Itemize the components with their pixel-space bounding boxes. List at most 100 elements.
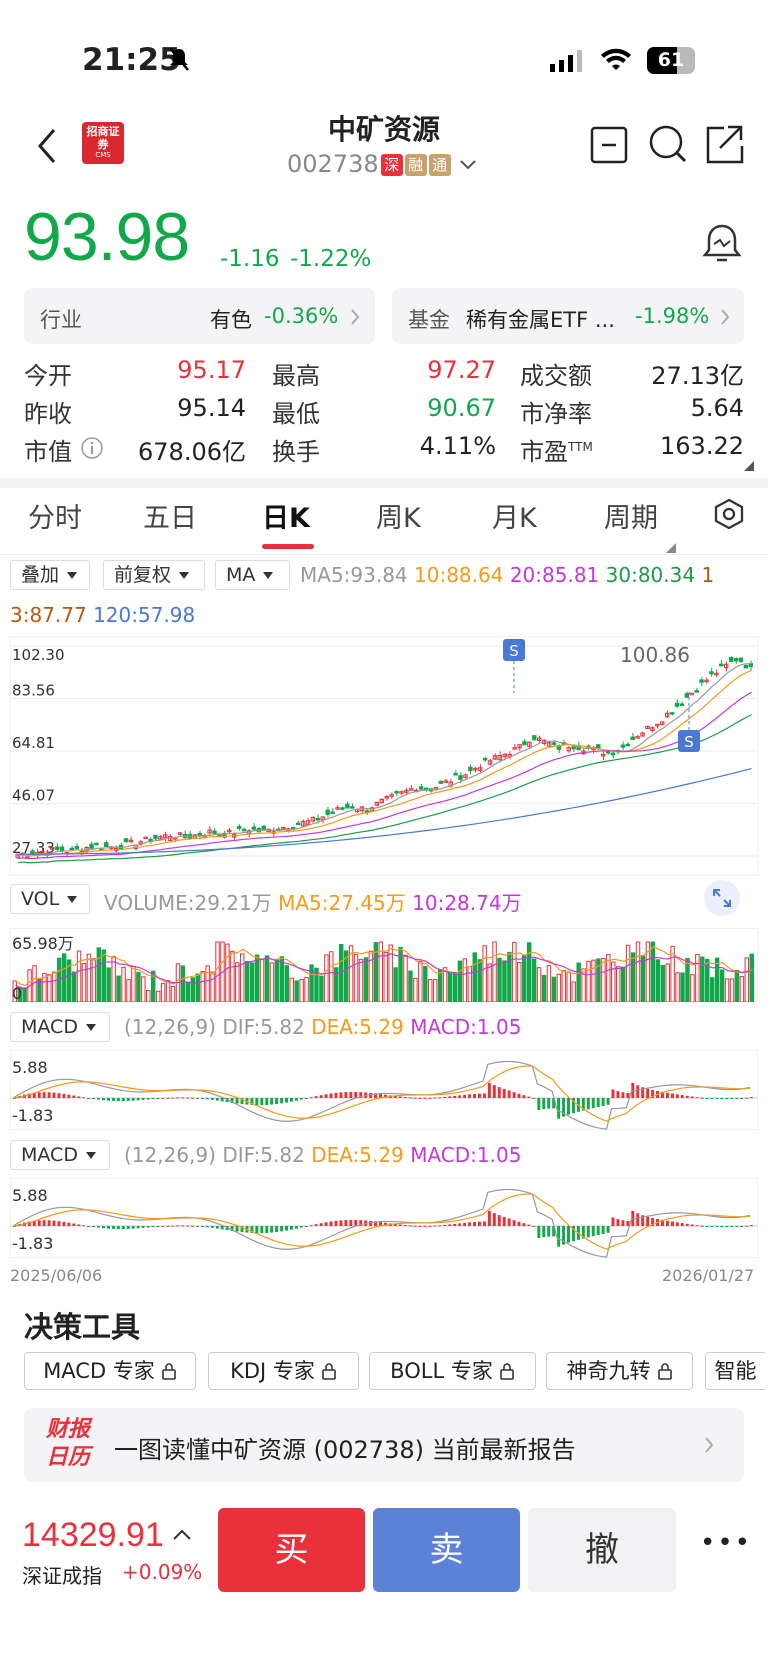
tool-chip[interactable]: 神奇九转 [546,1352,693,1390]
macd-bar [176,1097,180,1099]
macd-bar [685,1095,689,1098]
buy-button[interactable]: 买 [218,1508,365,1592]
macd-bar [547,1226,551,1237]
macd-bar [517,1221,521,1226]
index-value[interactable]: 14329.91 [22,1516,164,1554]
battery-icon: 61 [647,47,695,74]
macd-bar [166,1225,170,1227]
macd-bar [67,1094,71,1098]
macd-bar [487,1210,491,1226]
macd-bar [453,1223,457,1226]
dea-line [12,1193,751,1250]
ma5-line [18,663,752,855]
macd-bar [384,1222,387,1226]
dif-line [12,1060,751,1130]
minus-box-icon[interactable] [590,126,628,168]
macd-bar [37,1220,41,1226]
stat-label: 成交额 [520,362,592,390]
settings-hex-icon[interactable] [714,498,744,534]
macd-bar [205,1226,209,1228]
macd-bar [468,1094,472,1098]
volume-chart[interactable] [10,928,758,1002]
tool-chip[interactable]: BOLL 专家 [369,1352,536,1390]
info-icon[interactable] [80,436,104,464]
tab-fenshi[interactable]: 分时 [28,503,82,534]
macd-bar [651,1217,655,1226]
volume-bar [690,974,695,1002]
search-icon[interactable] [648,124,688,168]
stock-code-row[interactable]: 002738 深融通 [287,150,478,178]
macd-select-2[interactable]: MACD [10,1140,110,1170]
candle-body [694,690,699,693]
tab-rik[interactable]: 日K [262,503,310,534]
volume-bar [116,975,121,1002]
chevron-up-icon[interactable] [172,1526,192,1545]
volume-bar [81,963,87,1002]
volume-bar [240,953,245,1002]
sell-button[interactable]: 卖 [373,1508,520,1592]
macd-bar [324,1094,328,1098]
stat-label: 昨收 [24,400,72,428]
candle-body [143,836,148,840]
macd-select-label: MACD [21,1144,78,1166]
tool-chip[interactable]: MACD 专家 [24,1352,196,1390]
macd-bar [77,1096,81,1098]
tab-zhouk[interactable]: 周K [376,503,421,534]
stat-label: 市盈TTM [520,438,593,466]
report-logo: 财报 日历 [46,1416,98,1472]
alert-bell-icon[interactable] [702,222,742,268]
stock-code: 002738 [287,150,379,178]
expand-corner-icon[interactable] [744,456,754,475]
volume-bar [136,971,141,1002]
tab-yuek[interactable]: 月K [492,503,537,534]
cancel-button[interactable]: 撤 [528,1508,676,1592]
macd-bar [606,1098,610,1105]
candle-body [443,780,448,783]
industry-pill[interactable]: 行业 有色 -0.36% [24,288,375,344]
vol-select[interactable]: VOL [10,884,90,914]
macd-bar [235,1226,239,1232]
macd-chart-1[interactable] [10,1050,758,1130]
back-icon[interactable] [36,128,58,168]
macd-bar [146,1226,150,1228]
battery-level: 61 [657,49,685,71]
more-button[interactable]: ••• [700,1528,753,1558]
report-banner[interactable]: 财报 日历 一图读懂中矿资源 (002738) 当前最新报告 [24,1408,744,1482]
overlay-select[interactable]: 叠加 [10,560,90,590]
tool-chip[interactable]: KDJ 专家 [208,1352,359,1390]
ma-select[interactable]: MA [215,560,290,590]
tab-wuri[interactable]: 五日 [143,503,197,534]
macd-bar [230,1098,234,1103]
share-icon[interactable] [704,124,744,168]
macd-bar [398,1096,402,1098]
tool-chip[interactable]: 智能 [705,1352,765,1390]
volume-bar [324,954,329,1002]
macd-bar [552,1098,556,1109]
macd-bar [205,1098,209,1100]
macd-bar [299,1098,303,1100]
signal-marker [503,639,525,661]
volume-ma5: MA5:27.45万 [278,891,406,915]
tab-zhouqi[interactable]: 周期 [604,503,658,534]
stat-value: 163.22 [660,432,744,460]
macd-bar [111,1226,115,1229]
macd-bar [102,1098,105,1101]
macd-chart-2[interactable] [10,1178,758,1258]
caret-down-icon [85,1152,96,1159]
fund-name: 稀有金属ETF ... [466,308,615,332]
macd-bar [314,1096,318,1098]
volume-ma10-line [15,953,753,990]
section-divider [0,478,768,488]
chevron-right-icon [350,307,360,331]
candle-body [640,732,645,737]
macd-bar [621,1092,625,1098]
fullscreen-button[interactable] [704,880,740,916]
macd-legend-1: (12,26,9) DIF:5.82 DEA:5.29 MACD:1.05 [124,1015,521,1039]
adjust-select[interactable]: 前复权 [103,560,205,590]
candle-body [532,735,537,741]
macd-bar [403,1097,407,1099]
macd-select-1[interactable]: MACD [10,1012,110,1042]
volume-bar [249,962,255,1002]
fund-pill[interactable]: 基金 稀有金属ETF ... -1.98% [392,288,744,344]
